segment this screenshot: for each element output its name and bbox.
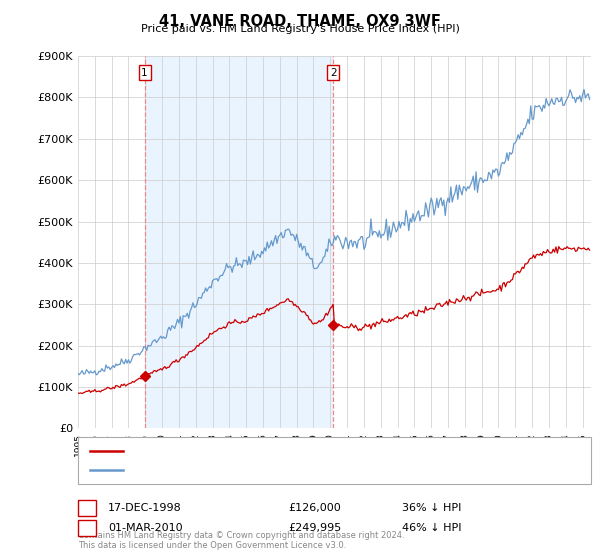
Text: 46% ↓ HPI: 46% ↓ HPI	[402, 523, 461, 533]
Text: 36% ↓ HPI: 36% ↓ HPI	[402, 503, 461, 513]
Text: Contains HM Land Registry data © Crown copyright and database right 2024.
This d: Contains HM Land Registry data © Crown c…	[78, 530, 404, 550]
Text: 1: 1	[83, 503, 91, 513]
Text: 1: 1	[141, 68, 148, 78]
Text: 41, VANE ROAD, THAME, OX9 3WF: 41, VANE ROAD, THAME, OX9 3WF	[159, 14, 441, 29]
Text: 2: 2	[83, 523, 91, 533]
Text: 17-DEC-1998: 17-DEC-1998	[108, 503, 182, 513]
Text: HPI: Average price, detached house, South Oxfordshire: HPI: Average price, detached house, Sout…	[129, 465, 416, 475]
Text: £126,000: £126,000	[288, 503, 341, 513]
Text: 41, VANE ROAD, THAME, OX9 3WF (detached house): 41, VANE ROAD, THAME, OX9 3WF (detached …	[129, 446, 403, 456]
Text: 01-MAR-2010: 01-MAR-2010	[108, 523, 182, 533]
Bar	[145, 56, 333, 428]
Text: Price paid vs. HM Land Registry's House Price Index (HPI): Price paid vs. HM Land Registry's House …	[140, 24, 460, 34]
Text: £249,995: £249,995	[288, 523, 341, 533]
Text: 2: 2	[330, 68, 337, 78]
